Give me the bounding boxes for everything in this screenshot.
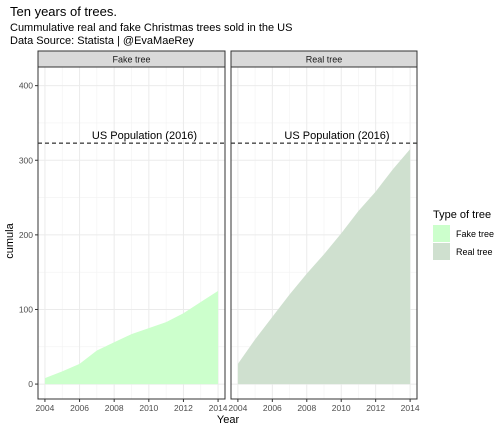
x-tick-label: 2014 [401,403,420,413]
area-fake-tree [44,290,219,385]
y-tick-label: 200 [19,230,33,240]
reference-line-label: US Population (2016) [92,130,197,142]
x-tick-label: 2012 [174,403,193,413]
legend: Type of tree Fake tree Real tree [433,209,494,260]
legend-key-2 [433,243,450,260]
y-tick-label: 300 [19,155,33,165]
x-tick-label: 2006 [70,403,89,413]
panel-border [230,66,418,400]
x-tick-label: 2008 [297,403,316,413]
reference-line-label: US Population (2016) [284,130,389,142]
x-tick-label: 2010 [139,403,158,413]
y-axis-title: cumula [4,222,16,258]
chart-subtitle-line1: Cummulative real and fake Christmas tree… [10,22,292,34]
legend-label-1: Fake tree [456,229,494,239]
facet-panel-2: Real tree US Population (2016) 2004 2006 200… [228,50,420,413]
x-tick-label: 2008 [105,403,124,413]
x-tick-label: 2012 [366,403,385,413]
x-tick-label: 2004 [35,403,54,413]
legend-title: Type of tree [433,209,491,221]
legend-key-1 [433,225,450,242]
facet-strip-label: Fake tree [112,55,150,65]
area-real-tree [237,149,411,385]
panel-border [37,66,226,400]
facet-strip-label: Real tree [306,55,343,65]
legend-label-2: Real tree [456,247,493,257]
x-axis-title: Year [217,414,240,426]
y-tick-label: 100 [19,304,33,314]
x-tick-label: 2010 [332,403,351,413]
x-tick-label: 2004 [228,403,247,413]
plot-area: Fake tree US Population (2016) 2004 2006 200… [19,50,420,413]
y-tick-label: 0 [28,379,33,389]
facet-panel-1: Fake tree US Population (2016) 2004 2006 200… [35,50,228,413]
chart-title: Ten years of trees. [10,4,117,19]
chart-subtitle-line2: Data Source: Statista | @EvaMaeRey [10,35,194,47]
y-tick-label: 400 [19,81,33,91]
x-tick-label: 2006 [263,403,282,413]
x-tick-label: 2014 [209,403,228,413]
